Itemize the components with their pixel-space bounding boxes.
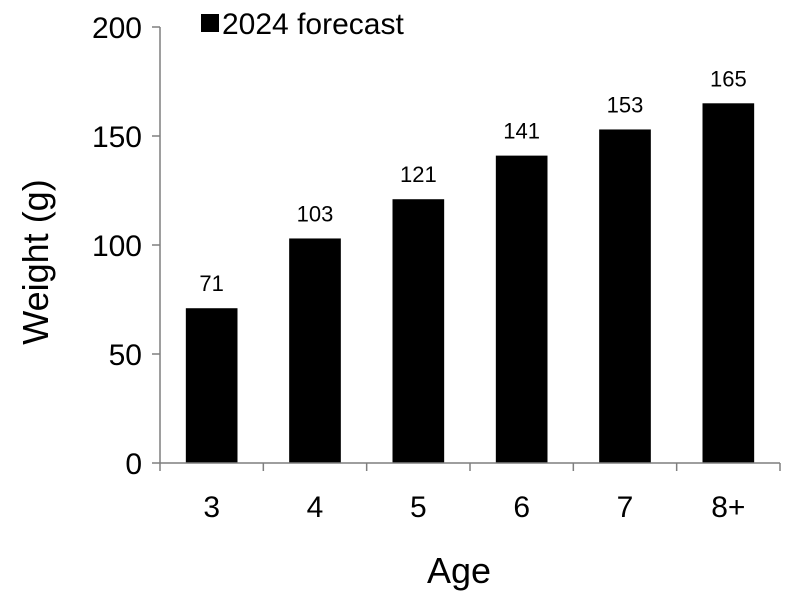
y-tick-label: 200 (92, 12, 142, 45)
data-labels: 71 103 121 141 153 165 (199, 66, 746, 296)
bar-value-label: 141 (503, 119, 540, 144)
legend: 2024 forecast (201, 8, 404, 41)
y-tick-label: 100 (92, 230, 142, 263)
bar (702, 103, 755, 464)
y-tick-label: 0 (125, 448, 142, 481)
y-axis-title: Weight (g) (15, 179, 56, 344)
legend-swatch (201, 14, 219, 32)
bar-value-label: 71 (199, 271, 223, 296)
x-tick-label: 5 (410, 491, 427, 524)
bar (495, 155, 548, 463)
y-tick-label: 50 (109, 339, 142, 372)
bar-value-label: 103 (297, 201, 334, 226)
x-tick-label: 8+ (711, 491, 745, 524)
x-axis-ticks: 3 4 5 6 7 8+ (159, 463, 781, 524)
bar (185, 308, 238, 463)
legend-label: 2024 forecast (222, 8, 404, 41)
y-tick-label: 150 (92, 121, 142, 154)
x-tick-label: 4 (307, 491, 324, 524)
bars (185, 103, 755, 464)
bar-value-label: 121 (400, 162, 437, 187)
x-tick-label: 7 (617, 491, 634, 524)
bar (392, 199, 445, 463)
y-axis-ticks: 0 50 100 150 200 (92, 12, 160, 481)
x-tick-label: 6 (513, 491, 530, 524)
bar-value-label: 153 (607, 92, 644, 117)
bar-value-label: 165 (710, 66, 747, 91)
x-axis-title: Age (427, 550, 491, 591)
bar (599, 129, 651, 463)
bar (289, 238, 341, 463)
x-tick-label: 3 (203, 491, 220, 524)
